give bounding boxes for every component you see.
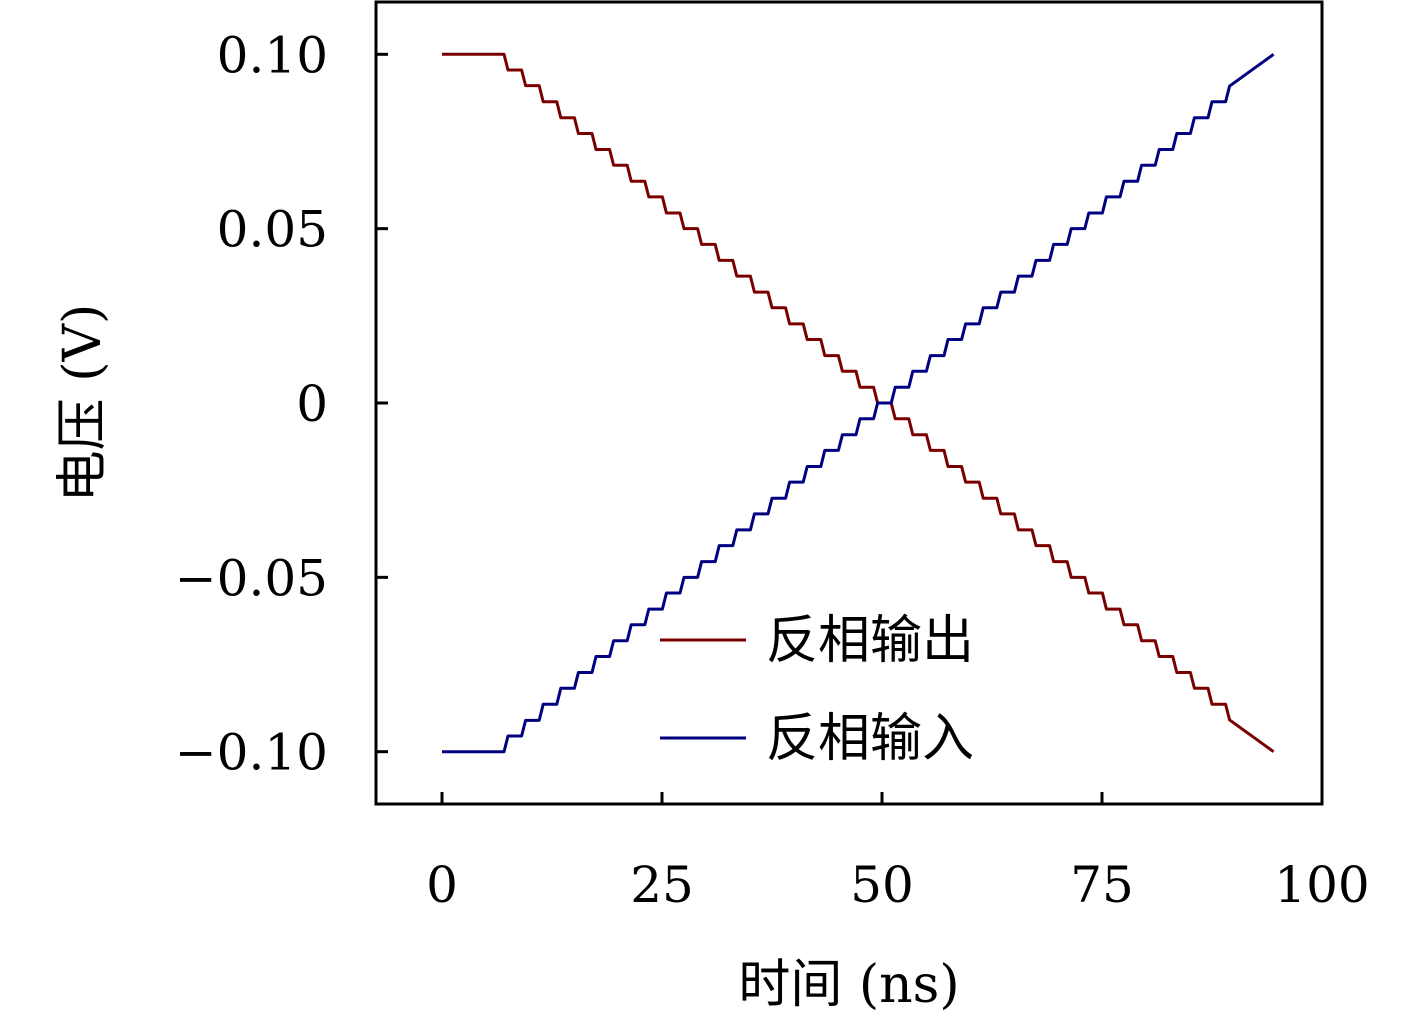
x-tick-label: 75 (1070, 856, 1134, 914)
x-tick-label: 100 (1274, 856, 1369, 914)
x-tick-label: 25 (630, 856, 694, 914)
x-axis: 0 25 50 75 100 (426, 792, 1370, 914)
series-layer (442, 52, 1275, 754)
y-axis-title: 电压 (V) (53, 304, 113, 503)
x-tick-label: 0 (426, 856, 458, 914)
y-tick-label: −0.10 (175, 724, 328, 782)
plot-frame (374, 0, 1324, 806)
series-line-2 (442, 53, 1275, 754)
y-tick-label: 0.05 (217, 201, 328, 259)
x-tick-label: 50 (850, 856, 914, 914)
series-line-1 (442, 52, 1275, 753)
y-axis: 0.10 0.05 0 −0.05 −0.10 (175, 26, 388, 782)
y-tick-label: 0.10 (217, 26, 328, 84)
legend-label: 反相输入 (766, 709, 974, 769)
y-tick-label: −0.05 (175, 549, 328, 607)
legend-label: 反相输出 (766, 611, 974, 671)
x-axis-title: 时间 (ns) (738, 955, 959, 1015)
y-tick-label: 0 (296, 375, 328, 433)
